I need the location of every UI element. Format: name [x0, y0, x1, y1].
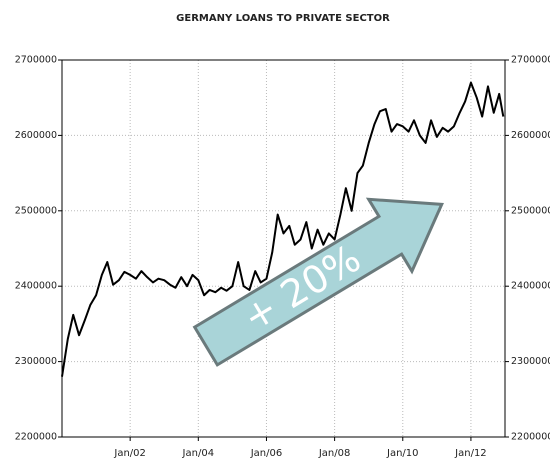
x-tick-label: Jan/08: [318, 448, 351, 459]
arrow: [192, 197, 444, 367]
y2-tick-label: 2300000: [511, 356, 550, 367]
y-tick-label: 2700000: [15, 55, 57, 66]
x-tick-label: Jan/12: [454, 448, 487, 459]
y-tick-label: 2300000: [15, 356, 57, 367]
x-tick-label: Jan/02: [113, 448, 146, 459]
y2-tick-label: 2200000: [511, 432, 550, 443]
arrow-annotation: + 20%: [192, 197, 444, 367]
y-tick-label: 2400000: [15, 281, 57, 292]
line: [61, 81, 505, 377]
y2-tick-label: 2600000: [511, 130, 550, 141]
y2-tick-label: 2500000: [511, 205, 550, 216]
y2-tick-label: 2700000: [511, 55, 550, 66]
chart-title: GERMANY LOANS TO PRIVATE SECTOR: [176, 13, 390, 24]
x-tick-label: Jan/04: [182, 448, 215, 459]
y2-tick-label: 2400000: [511, 281, 550, 292]
x-tick-label: Jan/10: [386, 448, 419, 459]
plot-frame: [61, 59, 506, 438]
y-tick-label: 2600000: [15, 130, 57, 141]
plot-area: 2200000 2300000 2400000 2500000 2600000 27000…: [15, 55, 550, 460]
y-tick-label: 2200000: [15, 432, 57, 443]
x-tick-label: Jan/06: [250, 448, 283, 459]
y-tick-label: 2500000: [15, 205, 57, 216]
